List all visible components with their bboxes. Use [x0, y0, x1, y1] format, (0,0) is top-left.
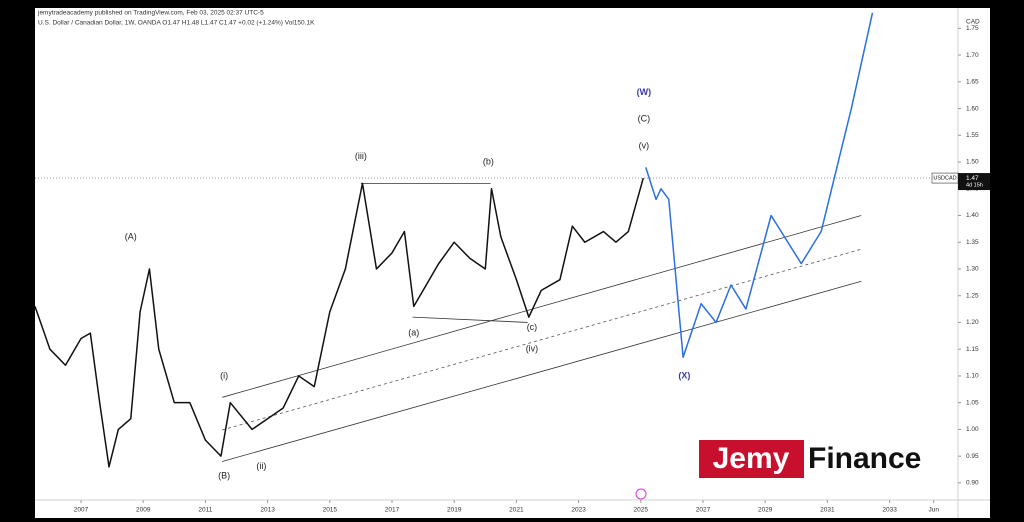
y-tick-label: 1.40 [966, 212, 979, 219]
x-tick-label: 2031 [820, 507, 835, 514]
y-tick-label: 1.05 [966, 399, 979, 406]
x-tick-label: 2025 [634, 507, 649, 514]
x-tick-label: 2009 [136, 507, 151, 514]
y-tick-label: 1.70 [966, 52, 979, 59]
logo-text: Jemy [713, 442, 790, 475]
y-tick-label: 1.20 [966, 319, 979, 326]
logo-box [699, 440, 804, 478]
x-tick-label: 2033 [882, 507, 897, 514]
price-tag [958, 173, 990, 191]
chart-title: U.S. Dollar / Canadian Dollar, 1W, OANDA… [38, 20, 315, 27]
wave-label: (iii) [355, 151, 367, 161]
wave-label: (C) [638, 114, 651, 124]
chart-background [35, 8, 990, 518]
wave-label: (ii) [256, 461, 266, 471]
x-tick-label: 2017 [385, 507, 400, 514]
x-tick-label: 2027 [696, 507, 711, 514]
logo-icon [635, 488, 647, 500]
wave-label: (c) [527, 322, 538, 332]
y-tick-label: 1.50 [966, 159, 979, 166]
x-tick-label: 2011 [198, 507, 212, 514]
countdown-text: 4d 15h [966, 183, 983, 189]
symbol-tag-text: USDCAD [933, 176, 956, 182]
y-tick-label: 1.25 [966, 292, 979, 299]
y-tick-label: 1.30 [966, 266, 979, 273]
y-tick-label: 1.35 [966, 239, 979, 246]
x-tick-label: 2007 [74, 507, 89, 514]
wave-label: (v) [639, 140, 650, 150]
plot [35, 12, 958, 468]
x-tick-label: 2013 [260, 507, 275, 514]
wave-label: (B) [218, 470, 230, 480]
y-tick-label: 1.60 [966, 105, 979, 112]
wave-label: (X) [678, 370, 690, 380]
price-line [35, 177, 645, 468]
trend-line [222, 215, 862, 398]
y-axis-label: CAD [966, 19, 980, 26]
y-tick-label: 0.95 [966, 453, 979, 460]
x-tick-label: 2019 [447, 507, 462, 514]
y-tick-label: 1.55 [966, 132, 979, 139]
y-tick-label: 1.65 [966, 79, 979, 86]
wave-label: (i) [220, 370, 228, 380]
x-tick-label: 2023 [571, 507, 586, 514]
trend-line [412, 316, 528, 323]
wave-label: (W) [637, 87, 652, 97]
wave-label: (b) [483, 156, 494, 166]
wave-label: (a) [408, 328, 419, 338]
y-tick-label: 1.10 [966, 373, 979, 380]
trend-line [222, 248, 862, 431]
plot-area [35, 12, 958, 468]
x-tick-label: 2021 [509, 507, 524, 514]
logo-text: Finance [808, 442, 921, 475]
y-tick-label: 0.90 [966, 480, 979, 487]
y-tick-label: 1.75 [966, 25, 979, 32]
y-tick-label: 1.00 [966, 426, 979, 433]
price-line [645, 12, 874, 358]
wave-label: (iv) [526, 344, 539, 354]
header: jemytradeacademy published on TradingVie… [37, 10, 264, 17]
price-tag-text: 1.47 [966, 175, 979, 182]
x-tick-label: Jun [929, 507, 940, 514]
y-tick-label: 1.15 [966, 346, 979, 353]
x-tick-label: 2015 [323, 507, 338, 514]
wave-label: (A) [125, 231, 137, 241]
trend-line [222, 280, 862, 462]
x-tick-label: 2029 [758, 507, 773, 514]
